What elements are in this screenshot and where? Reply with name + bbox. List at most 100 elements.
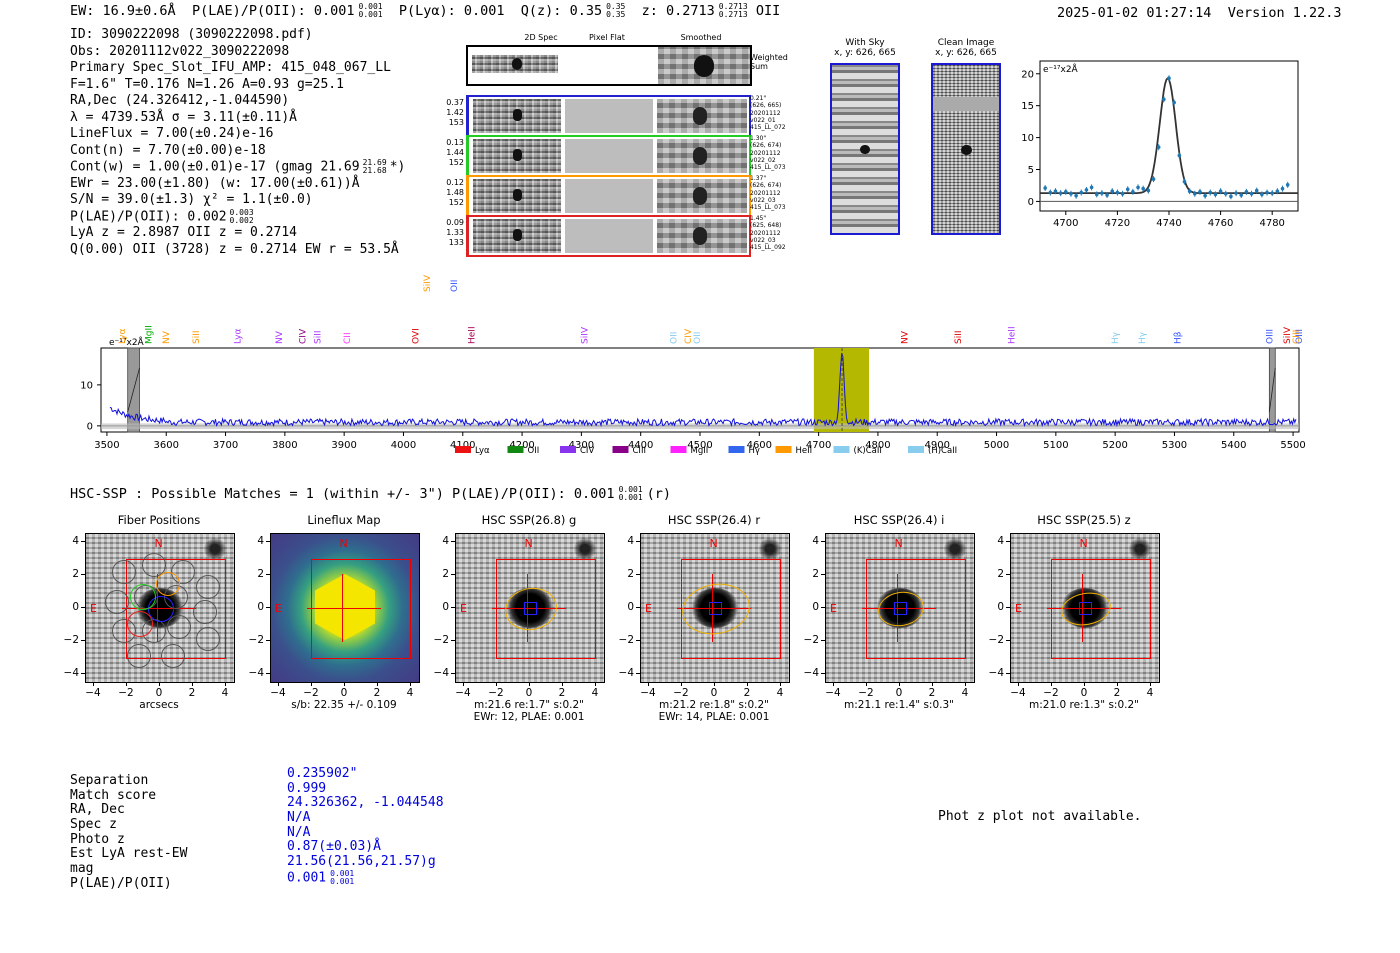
match-label-6: mag	[70, 861, 94, 877]
fit-plot-frame	[1039, 60, 1299, 212]
fit-plot-point	[1265, 190, 1269, 195]
info-radec: RA,Dec (24.326412,-1.044590)	[70, 93, 290, 108]
with-sky-title: With Sky	[845, 38, 885, 48]
cutout-x-tick	[463, 682, 464, 686]
header-plae-sup: 0.001	[358, 2, 383, 11]
fit-plot-x-tick-label: 4700	[1053, 218, 1078, 229]
fit-plot-unit-label: e⁻¹⁷x2Å	[1043, 63, 1079, 75]
cutout-neighbor-0	[204, 538, 226, 560]
fit-plot-point	[1125, 187, 1130, 192]
full-spec-x-tick-label: 5300	[1162, 440, 1187, 451]
fit-plot-point	[1100, 191, 1104, 195]
fit-plot-point	[1146, 188, 1151, 193]
header-ew: EW: 16.9±0.6Å	[70, 3, 176, 19]
info-sn: S/N = 39.0(±1.3) χ² = 1.1(±0.0)	[70, 192, 313, 207]
spec2d-row-left-val: 1.48	[446, 188, 464, 197]
cutout-x-tick-label: −4	[1010, 687, 1026, 699]
full-spec-x-tick-label: 4900	[925, 440, 950, 451]
full-spec-legend-label: Hγ	[749, 446, 760, 456]
with-sky-xy: x, y: 626, 665	[834, 48, 896, 58]
spec2d-row-left-val: 152	[448, 198, 464, 207]
cutout-y-tick	[266, 673, 270, 674]
cutout-center-box-2	[524, 602, 537, 615]
cutout-x-tick	[562, 682, 563, 686]
fit-plot-point	[1193, 191, 1197, 196]
cutout-y-tick-label: −2	[433, 634, 449, 646]
fiber-orange	[156, 571, 181, 596]
spec2d-row-right-3: 1.45" (625, 648) 20201112 v022_03 415_LL_092	[750, 215, 800, 251]
cutout-cross-v-5	[1082, 573, 1084, 643]
hsc-title: HSC-SSP : Possible Matches = 1 (within +…	[70, 486, 615, 502]
full-spec-line-label: Hγ	[1111, 331, 1121, 344]
full-spec-legend-swatch	[455, 446, 471, 453]
cutout-x-tick-label: 2	[373, 687, 381, 699]
full-spec-x-tick-label: 4200	[509, 440, 534, 451]
fit-plot-point	[1156, 145, 1161, 149]
match-label-0: Separation	[70, 773, 149, 788]
cutout-y-tick-label: 4	[627, 535, 634, 547]
full-spec-line-label: NV	[275, 330, 285, 344]
full-spec-x-tick-label: 5100	[1043, 440, 1068, 451]
full-spec-unit-label: e⁻¹⁷x2Å	[109, 336, 145, 348]
cutout-cross-h-1	[306, 608, 381, 609]
cutout-center-box-5	[1079, 602, 1092, 615]
match-plae-range: 0.001 0.001	[330, 869, 354, 886]
cutout-x-tick	[648, 682, 649, 686]
fit-plot-point	[1239, 193, 1244, 197]
match-value-row-3: N/A	[287, 810, 444, 826]
cutout-x-tick-label: −2	[118, 687, 134, 699]
full-spec-line-label: SiIV	[580, 326, 590, 344]
spec2d-row-right-val: 415_LL_073	[750, 204, 786, 212]
info-plae-sub: 0.002	[229, 215, 254, 225]
cutout-north-5: N	[1079, 537, 1088, 550]
info-contw-sub: 21.68	[362, 166, 387, 175]
spec2d-weighted-smooth-peak	[694, 55, 714, 77]
info-params: F=1.6" T=0.176 N=1.26 A=0.93 g=25.1	[70, 76, 344, 92]
fit-plot-point	[1110, 189, 1115, 194]
cutout-y-tick	[451, 640, 455, 641]
full-spec-x-tick-label: 4600	[747, 440, 772, 451]
cutout-y-tick-label: 0	[997, 601, 1004, 613]
fit-plot-x-tick-label: 4780	[1259, 218, 1284, 229]
fit-plot-point	[1141, 186, 1145, 191]
cutout-x-tick-label: −4	[640, 687, 656, 699]
match-label-2: RA, Dec	[70, 802, 125, 818]
full-spec-legend-label: OII	[528, 446, 540, 456]
header-qz-range: 0.35 0.35	[606, 3, 625, 19]
cutout-y-tick-label: 2	[627, 568, 634, 580]
match-value-row-0: 0.235902"	[287, 766, 444, 782]
full-spec-x-tick-label: 5000	[984, 440, 1009, 451]
match-values: 0.235902" 0.999 24.326362, -1.044548 N/A N/A…	[287, 766, 444, 886]
cutout-x-tick-label: −4	[455, 687, 471, 699]
cutout-x-tick-label: 4	[221, 687, 229, 699]
cutout-title-2: HSC SSP(26.8) g	[481, 513, 577, 527]
cutout-x-tick	[866, 682, 867, 686]
cutout-cross-v-3	[712, 573, 714, 643]
cutout-north-2: N	[524, 537, 533, 550]
cutout-y-tick-label: −4	[433, 667, 449, 679]
full-spec-line-label: OII	[693, 332, 703, 344]
full-spec-line-label: CIII	[1292, 330, 1302, 344]
spec2d-row-right-val: 20201112	[750, 229, 781, 237]
cutout-x-tick-label: 4	[776, 687, 784, 699]
cutout-cross-v-4	[897, 573, 899, 643]
full-spec-x-tick-label: 5200	[1102, 440, 1127, 451]
fit-plot-point	[1213, 192, 1218, 197]
spec2d-row-left-val: 1.44	[446, 148, 464, 157]
info-primary: Primary Spec_Slot_IFU_AMP: 415_048_067_L…	[70, 60, 391, 75]
fiber-circle	[104, 589, 129, 614]
spec2d-row-3	[466, 215, 751, 257]
lineflux-core	[315, 574, 375, 640]
cutout-y-tick	[1006, 574, 1010, 575]
cutout-x-tick	[714, 682, 715, 686]
cutout-y-tick	[266, 541, 270, 542]
cutout-y-tick	[636, 574, 640, 575]
full-spec-legend-label: MgII	[691, 446, 709, 456]
info-ewr: EWr = 23.00(±1.80) (w: 17.00(±0.61))Å	[70, 175, 360, 191]
match-label-4: Photo z	[70, 831, 125, 847]
fiber-primary	[148, 596, 174, 622]
